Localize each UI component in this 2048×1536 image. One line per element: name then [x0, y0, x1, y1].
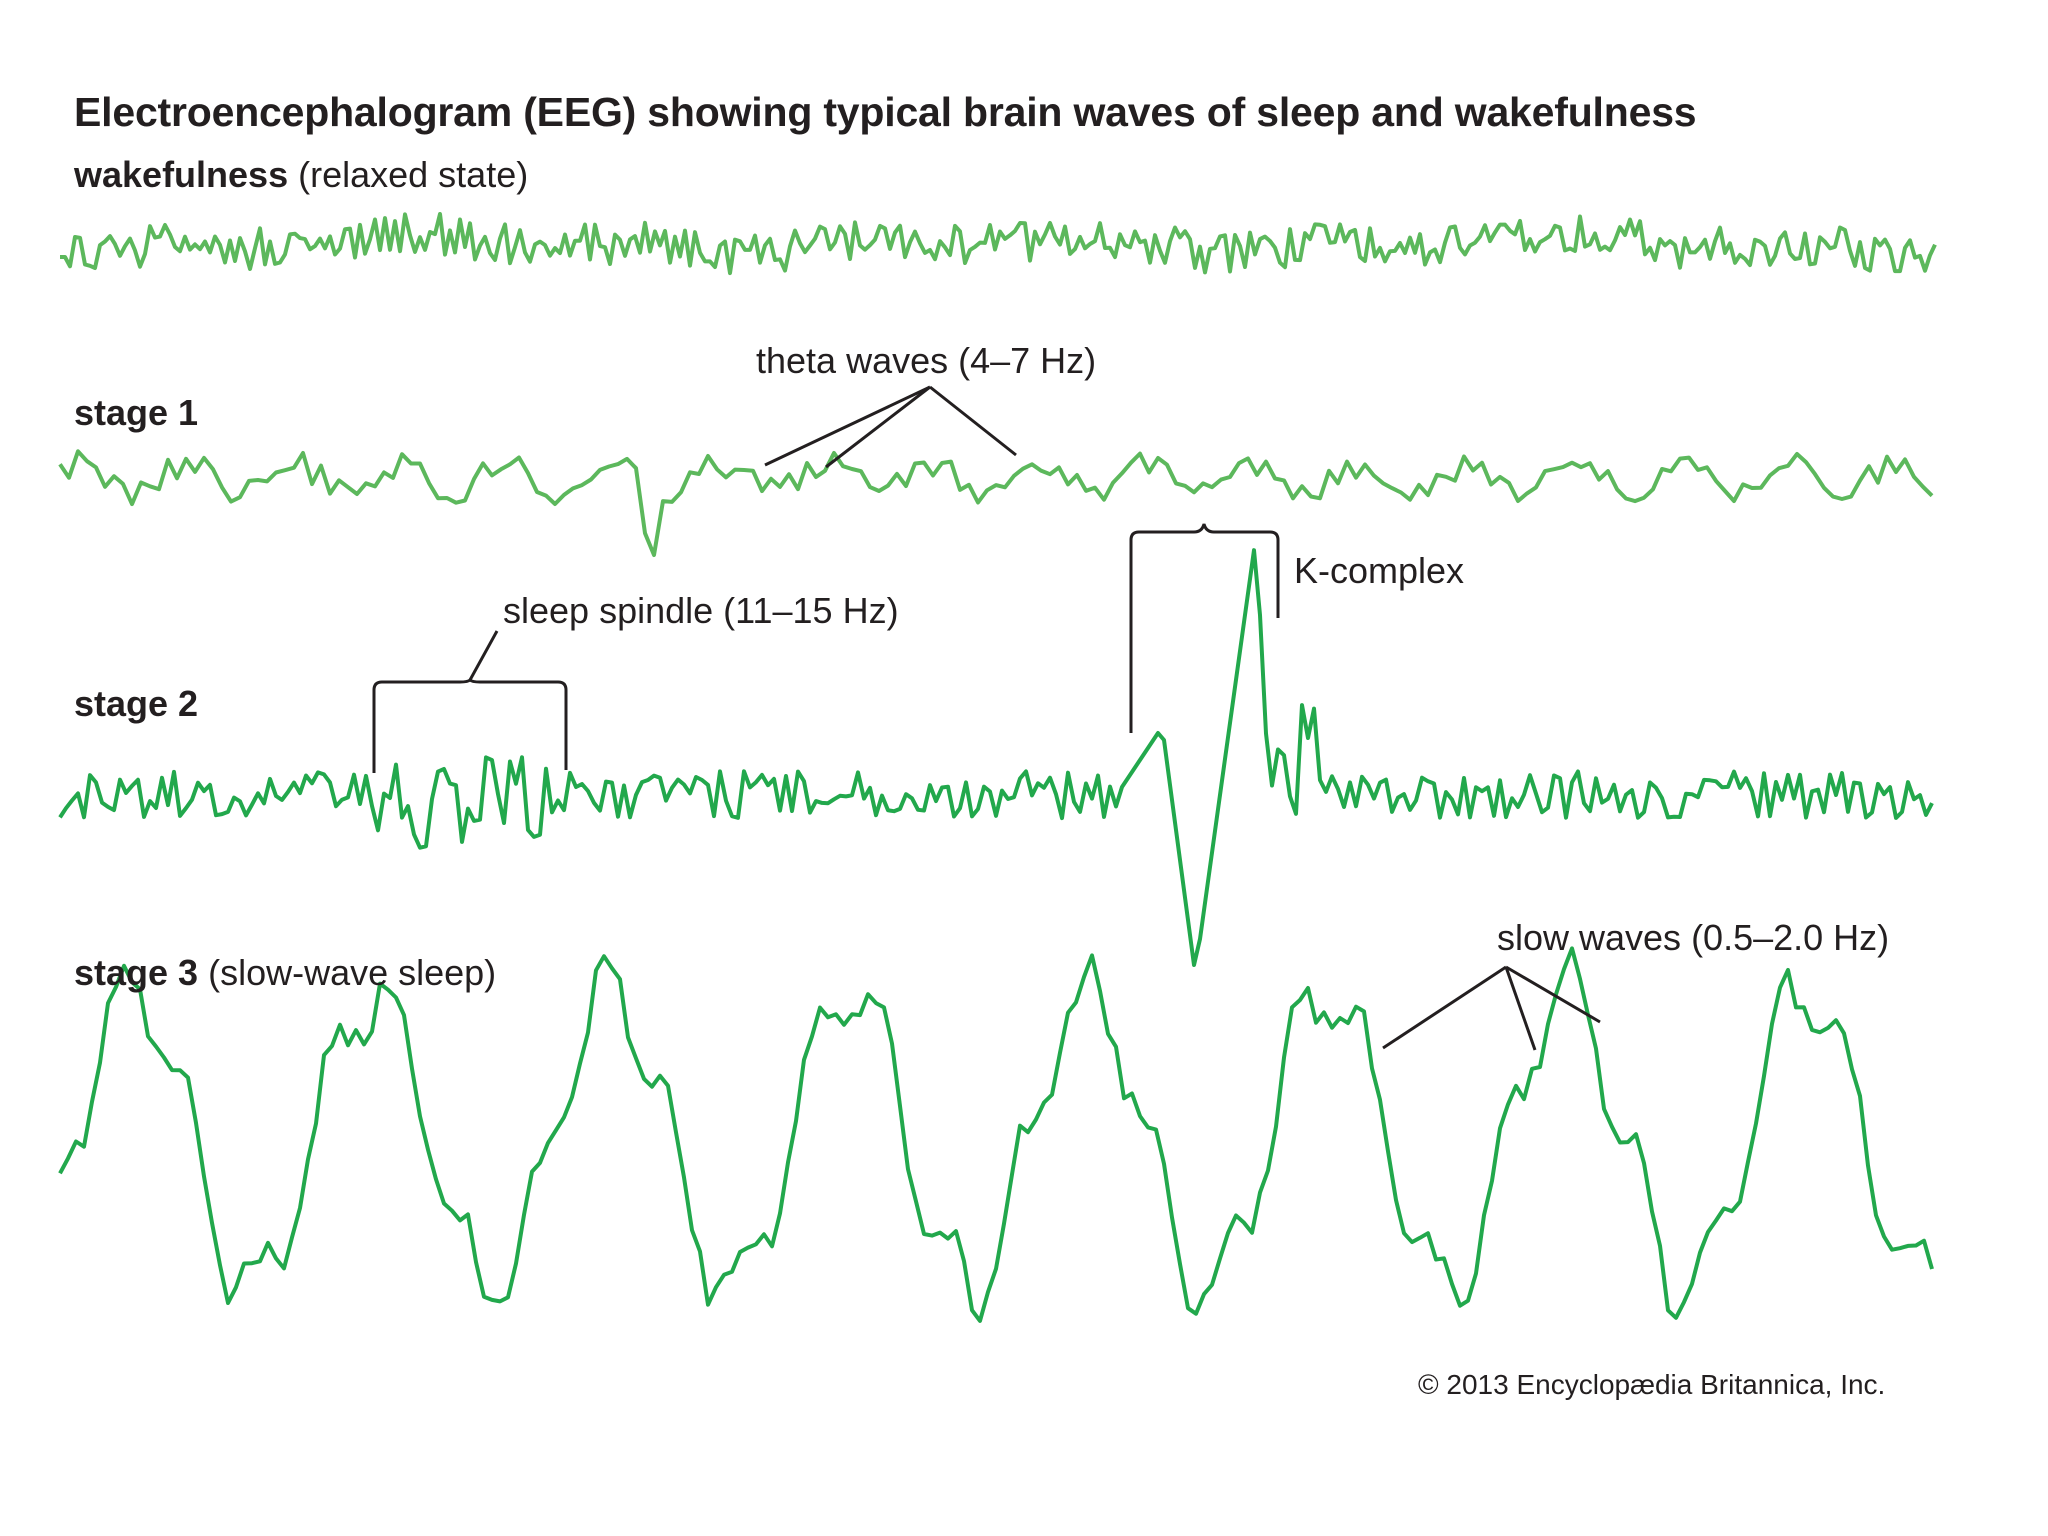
stage3-trace [58, 946, 1934, 1323]
row-label-stage1: stage 1 [74, 395, 198, 431]
row-label-main: stage 1 [74, 392, 199, 433]
kcomplex-bracket [1129, 523, 1280, 733]
copyright-credit: © 2013 Encyclopædia Britannica, Inc. [1418, 1369, 1886, 1400]
page-title: Electroencephalogram (EEG) showing typic… [74, 89, 1697, 135]
wakefulness-trace [60, 212, 1937, 276]
slow-pointer [1382, 965, 1507, 1050]
theta-pointer [929, 385, 1017, 457]
k-complex-label: K-complex [1294, 550, 1465, 591]
slow-pointer [1504, 966, 1537, 1051]
row-label-extra: (slow-wave sleep) [198, 952, 497, 993]
theta-pointer [825, 385, 931, 469]
row-label-wakefulness: wakefulness (relaxed state) [74, 157, 528, 193]
slow-pointer [1505, 965, 1601, 1024]
sleep-spindle-label: sleep spindle (11–15 Hz) [503, 590, 899, 631]
row-label-main: wakefulness [74, 154, 289, 195]
annotation-pointers [372, 385, 1601, 1051]
theta-waves-label: theta waves (4–7 Hz) [756, 340, 1097, 381]
stage1-trace [58, 449, 1934, 557]
row-label-stage3: stage 3 (slow-wave sleep) [74, 955, 496, 991]
row-label-stage2: stage 2 [74, 686, 198, 722]
slow-waves-label: slow waves (0.5–2.0 Hz) [1497, 917, 1890, 958]
spindle-bracket [372, 677, 568, 773]
stage2-trace [58, 548, 1934, 967]
spindle-bracket [468, 630, 499, 681]
row-label-main: stage 2 [74, 683, 199, 724]
theta-pointer [764, 385, 931, 467]
row-label-main: stage 3 [74, 952, 199, 993]
row-label-extra: (relaxed state) [288, 154, 529, 195]
